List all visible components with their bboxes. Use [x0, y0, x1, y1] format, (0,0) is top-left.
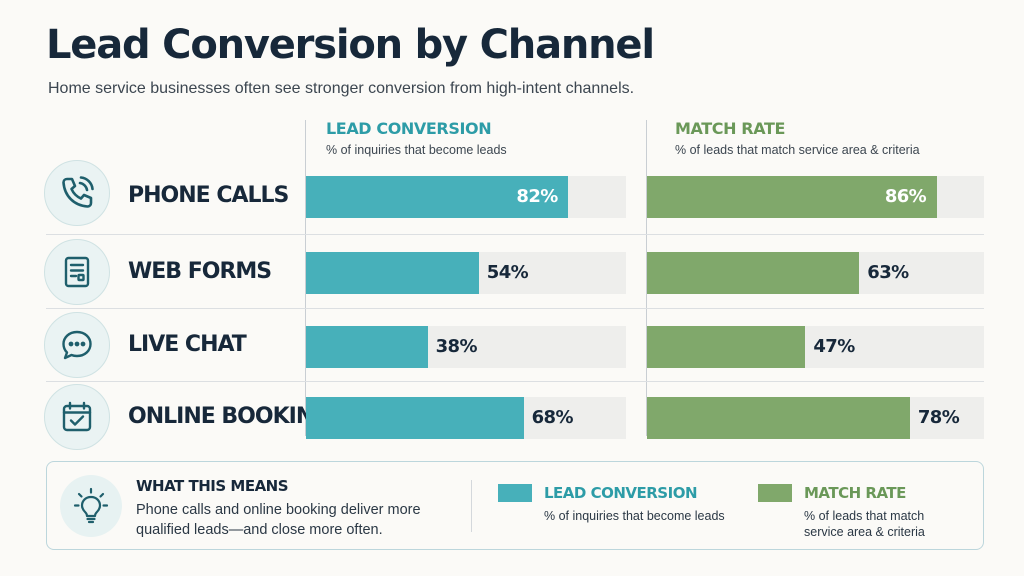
lead-conversion-track [306, 326, 626, 368]
match-rate-value-label: 47% [813, 336, 855, 357]
match-rate-bar [647, 252, 860, 294]
lead-conversion-value-label: 54% [486, 262, 529, 283]
insight-body: Phone calls and online booking deliver m… [136, 502, 421, 538]
chart-row-phone-calls: PHONE CALLS 82% 86% [0, 156, 1024, 236]
lightbulb-icon [60, 475, 122, 537]
lead-conversion-header: LEAD CONVERSION % of inquiries that beco… [326, 119, 507, 157]
form-icon [44, 239, 110, 305]
match-rate-value-label: 86% [884, 186, 927, 207]
footer-divider [471, 480, 472, 532]
chart-row-web-forms: WEB FORMS 54% 63% [0, 236, 1024, 308]
match-rate-header: MATCH RATE % of leads that match service… [675, 119, 920, 157]
page-subtitle: Home service businesses often see strong… [48, 80, 635, 97]
match-rate-value-label: 63% [867, 262, 909, 283]
match-rate-track [647, 176, 984, 218]
match-rate-value-label: 78% [917, 407, 960, 428]
legend-swatch-lead-conversion [498, 484, 532, 502]
legend-label-lead-conversion: LEAD CONVERSION [544, 484, 698, 502]
legend-desc-lead-conversion: % of inquiries that become leads [544, 509, 725, 523]
column-divider-left [305, 120, 306, 436]
row-separator [46, 381, 984, 382]
match-rate-bar [647, 176, 937, 218]
chat-icon [44, 312, 110, 378]
match-rate-track [647, 397, 984, 439]
calendar-icon [44, 384, 110, 450]
lead-conversion-bar [306, 397, 524, 439]
legend-desc-match-rate: % of leads that match service area & cri… [804, 509, 925, 539]
row-label: PHONE CALLS [128, 183, 289, 208]
lead-conversion-bar [306, 252, 479, 294]
chart-row-online-booking: ONLINE BOOKING 68% 78% [0, 383, 1024, 455]
match-rate-track [647, 252, 984, 294]
legend-swatch-match-rate [758, 484, 792, 502]
row-label: ONLINE BOOKING [128, 404, 331, 429]
lead-conversion-track [306, 397, 626, 439]
match-rate-heading: MATCH RATE [675, 119, 785, 138]
column-divider-right [646, 120, 647, 436]
insight-heading: WHAT THIS MEANS [136, 477, 289, 495]
lead-conversion-value-label: 38% [435, 336, 478, 357]
match-rate-description: % of leads that match service area & cri… [675, 143, 920, 157]
match-rate-bar [647, 326, 806, 368]
lead-conversion-heading: LEAD CONVERSION [326, 119, 492, 138]
row-separator [46, 234, 984, 235]
match-rate-track [647, 326, 984, 368]
chart-row-live-chat: LIVE CHAT 38% 47% [0, 310, 1024, 381]
lead-conversion-description: % of inquiries that become leads [326, 143, 507, 157]
row-label: WEB FORMS [128, 259, 272, 284]
page-title: Lead Conversion by Channel [46, 22, 655, 68]
legend-label-match-rate: MATCH RATE [804, 484, 906, 502]
row-label: LIVE CHAT [128, 332, 247, 357]
lead-conversion-value-label: 82% [516, 186, 558, 207]
match-rate-bar [647, 397, 910, 439]
lead-conversion-bar [306, 326, 428, 368]
lead-conversion-bar [306, 176, 569, 218]
lead-conversion-value-label: 68% [531, 407, 574, 428]
insight-panel: WHAT THIS MEANS Phone calls and online b… [46, 461, 984, 550]
phone-icon [44, 160, 110, 226]
lead-conversion-track [306, 176, 626, 218]
row-separator [46, 308, 984, 309]
lead-conversion-track [306, 252, 626, 294]
